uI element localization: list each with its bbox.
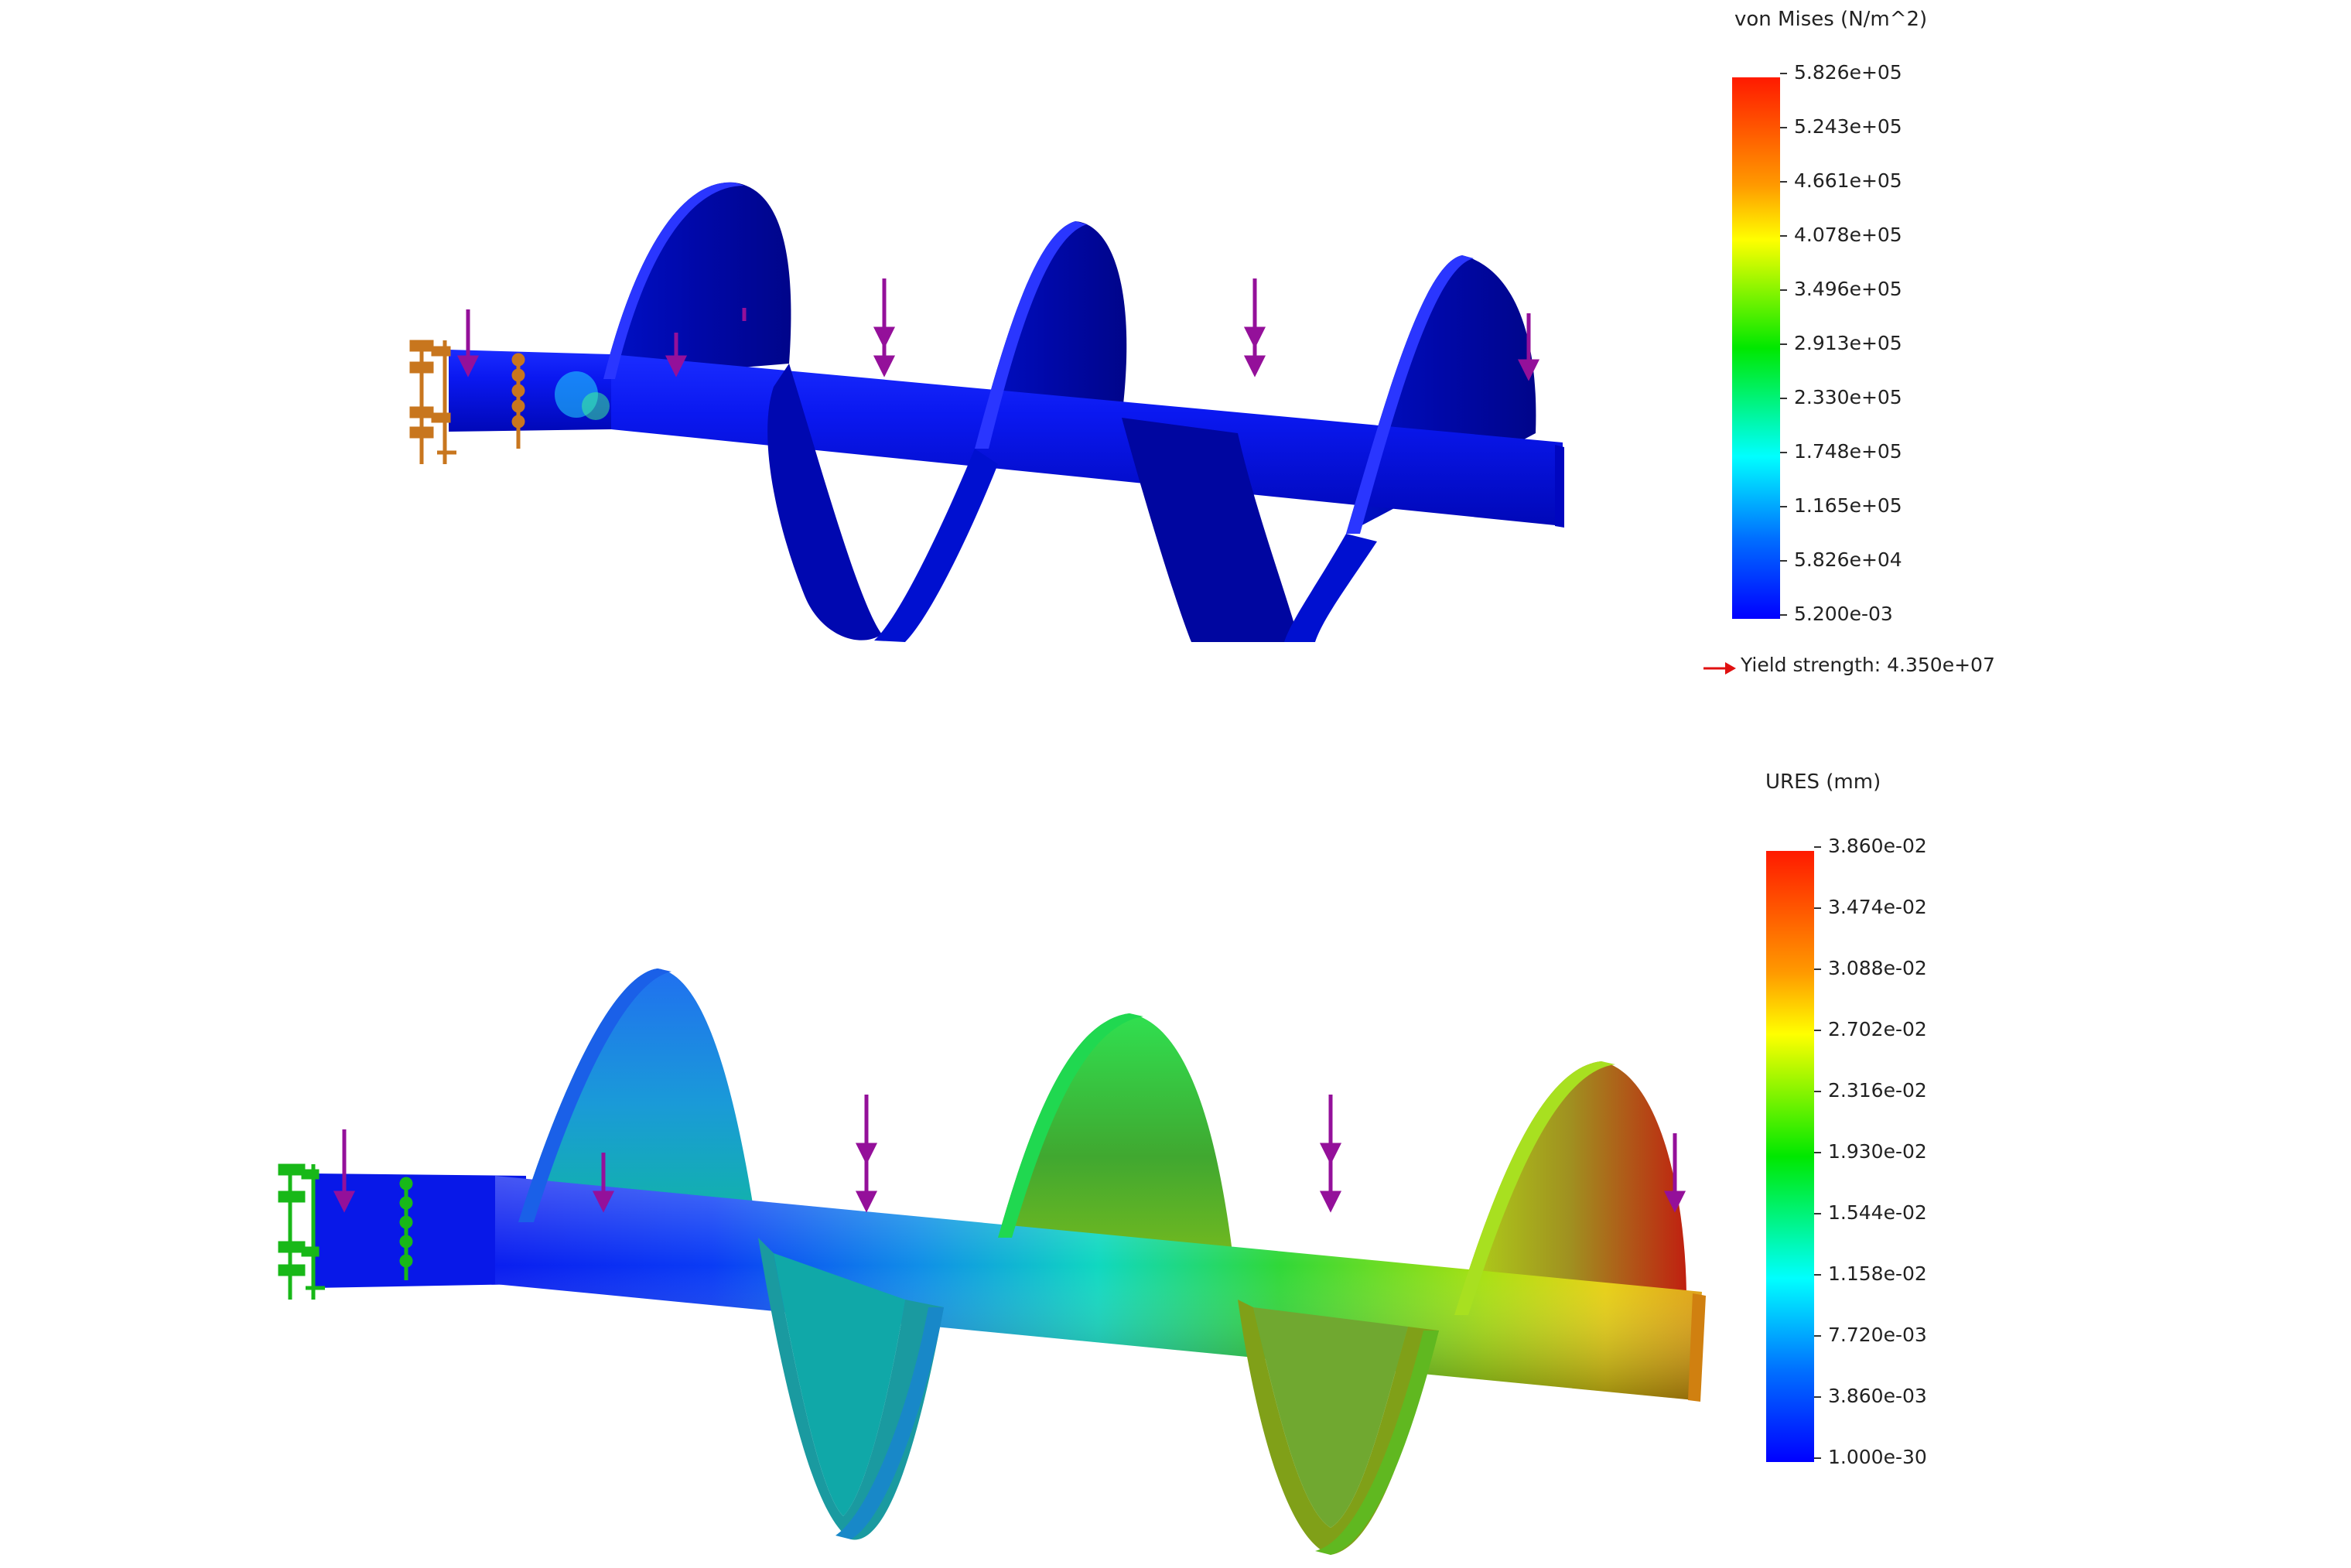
ures-flight-2-lower [1238,1300,1439,1555]
stress-tick-label: 1.165e+05 [1794,494,1902,517]
ures-stub-shaft [313,1173,526,1288]
stress-tick-mark [1780,560,1787,562]
ures-fixture-icons [278,1163,413,1300]
stress-tick-mark [1780,289,1787,291]
stress-tick-label: 4.661e+05 [1794,169,1902,192]
ures-tick-label: 2.316e-02 [1828,1079,1927,1102]
stress-tick-mark [1780,452,1787,453]
ures-load-arrows [333,1095,1686,1213]
ures-tick-label: 1.000e-30 [1828,1446,1927,1468]
flight-1-upper [603,182,791,379]
flight-2-lower [1122,418,1300,642]
stress-tick-label: 5.200e-03 [1794,603,1893,625]
stress-tick-label: 2.913e+05 [1794,332,1902,354]
stress-color-scale [1732,77,1780,619]
ures-tick-mark [1814,1213,1821,1214]
ures-tick-mark [1814,846,1821,848]
ures-tick-mark [1814,1152,1821,1153]
ures-color-scale [1766,851,1814,1462]
ures-tick-mark [1814,1335,1821,1337]
flight-3-lower-rim [1284,534,1377,642]
stress-tick-label: 4.078e+05 [1794,224,1902,246]
ures-tick-label: 1.158e-02 [1828,1262,1927,1285]
stress-tick-label: 5.826e+05 [1794,61,1902,84]
ures-tick-mark [1814,968,1821,970]
yield-strength-text: Yield strength: 4.350e+07 [1741,654,1995,676]
flight-2-lower-rim [874,449,998,642]
flight-1-lower [767,364,882,641]
ures-tick-mark [1814,1396,1821,1398]
stress-tick-label: 2.330e+05 [1794,386,1902,408]
ures-tick-mark [1814,1457,1821,1459]
ures-tick-label: 2.702e-02 [1828,1018,1927,1040]
ures-flight-3-upper [1454,1061,1686,1315]
stress-fixture-icons [409,340,525,464]
stress-tick-mark [1780,235,1787,237]
ures-flight-1-upper [518,968,758,1238]
stress-tick-mark [1780,614,1787,616]
stress-model [409,182,1564,642]
ures-tick-label: 7.720e-03 [1828,1324,1927,1346]
ures-tick-label: 3.474e-02 [1828,896,1927,918]
ures-tick-label: 3.860e-03 [1828,1385,1927,1407]
ures-tick-label: 1.544e-02 [1828,1201,1927,1224]
stress-tick-label: 1.748e+05 [1794,440,1902,463]
ures-tick-mark [1814,907,1821,909]
ures-tick-mark [1814,1274,1821,1276]
ures-model [278,968,1706,1555]
stress-tick-mark [1780,343,1787,345]
stress-legend-title: von Mises (N/m^2) [1734,8,1928,31]
yield-arrow-icon [1702,658,1736,675]
stress-tick-mark [1780,506,1787,507]
stress-tick-mark [1780,127,1787,128]
ures-tick-label: 3.088e-02 [1828,957,1927,979]
stress-tick-mark [1780,398,1787,399]
stress-tick-mark [1780,181,1787,183]
ures-legend-title: URES (mm) [1765,770,1881,794]
ures-tick-label: 1.930e-02 [1828,1140,1927,1163]
stress-tick-mark [1780,73,1787,74]
stress-load-arrows [456,278,1540,381]
ures-tick-label: 3.860e-02 [1828,835,1927,857]
stress-main-shaft [611,354,1563,526]
yield-strength-label: Yield strength: 4.350e+07 [1702,654,1995,676]
stress-tick-label: 3.496e+05 [1794,278,1902,300]
stress-tick-label: 5.243e+05 [1794,115,1902,138]
stress-tick-label: 5.826e+04 [1794,548,1902,571]
ures-tick-mark [1814,1030,1821,1031]
ures-tick-mark [1814,1091,1821,1092]
